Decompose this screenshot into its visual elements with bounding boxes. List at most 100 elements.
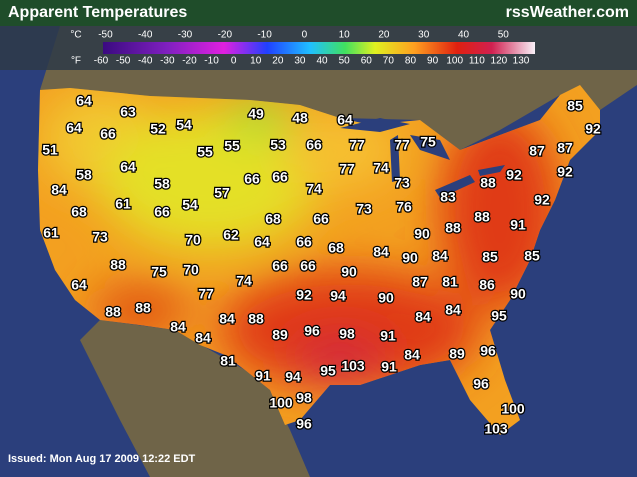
header-bar [0,0,637,26]
temperature-reading: 68 [265,211,281,227]
temperature-reading: 66 [154,204,170,220]
temperature-reading: 96 [296,416,312,432]
temperature-reading: 96 [304,323,320,339]
fahrenheit-tick: -50 [116,56,131,67]
fahrenheit-tick: 50 [339,56,351,67]
temperature-reading: 88 [105,304,121,320]
celsius-tick: 20 [378,30,390,41]
fahrenheit-tick: 80 [405,56,417,67]
temperature-reading: 77 [349,137,365,153]
fahrenheit-tick: 30 [294,56,306,67]
fahrenheit-tick: 120 [491,56,508,67]
temperature-reading: 61 [115,196,131,212]
temperature-reading: 94 [330,288,346,304]
fahrenheit-tick: 40 [316,56,328,67]
temperature-reading: 103 [484,421,508,437]
temperature-reading: 66 [272,169,288,185]
temperature-reading: 103 [341,358,365,374]
temperature-reading: 74 [306,181,322,197]
fahrenheit-tick: -30 [160,56,175,67]
temperature-reading: 55 [197,144,213,160]
mexico [80,320,310,477]
temperature-reading: 77 [339,161,355,177]
temperature-reading: 84 [195,330,211,346]
temperature-reading: 61 [43,225,59,241]
fahrenheit-tick: 70 [383,56,395,67]
celsius-tick: 10 [339,30,351,41]
temperature-reading: 90 [510,286,526,302]
temperature-reading: 87 [412,274,428,290]
fahrenheit-tick: 90 [427,56,439,67]
temperature-reading: 70 [185,232,201,248]
temperature-reading: 68 [71,204,87,220]
temperature-reading: 88 [474,209,490,225]
fahrenheit-tick: -60 [94,56,109,67]
temperature-reading: 95 [491,308,507,324]
temperature-reading: 64 [76,93,92,109]
temperature-reading: 85 [567,98,583,114]
temperature-reading: 75 [420,134,436,150]
temperature-reading: 52 [150,121,166,137]
temperature-reading: 64 [254,234,270,250]
temperature-reading: 95 [320,363,336,379]
celsius-tick: 30 [418,30,430,41]
celsius-unit: °C [70,30,81,41]
temperature-reading: 81 [220,353,236,369]
temperature-reading: 89 [272,327,288,343]
fahrenheit-tick: 130 [513,56,530,67]
temperature-reading: 98 [339,326,355,342]
issued: Issued: Mon Aug 17 2009 12:22 EDT [8,453,196,465]
temperature-reading: 92 [557,164,573,180]
fahrenheit-tick: 20 [272,56,284,67]
temperature-reading: 66 [300,258,316,274]
temperature-reading: 88 [480,175,496,191]
temperature-reading: 84 [415,309,431,325]
temperature-reading: 48 [292,110,308,126]
temperature-reading: 62 [223,227,239,243]
temperature-reading: 73 [394,175,410,191]
temperature-reading: 75 [151,264,167,280]
temperature-reading: 98 [296,390,312,406]
fahrenheit-tick: -40 [138,56,153,67]
temperature-reading: 58 [76,167,92,183]
temperature-reading: 64 [337,112,353,128]
fahrenheit-unit: °F [71,56,81,67]
temperature-reading: 91 [255,368,271,384]
temperature-reading: 88 [135,300,151,316]
celsius-tick: -30 [178,30,193,41]
temperature-reading: 96 [473,376,489,392]
temperature-reading: 53 [270,137,286,153]
temperature-reading: 70 [183,262,199,278]
title: Apparent Temperatures [8,4,187,21]
temperature-reading: 84 [51,182,67,198]
temperature-reading: 92 [534,192,550,208]
color-scale [103,42,535,54]
temperature-reading: 66 [296,234,312,250]
great-lakes [340,118,505,198]
temperature-reading: 88 [110,257,126,273]
fahrenheit-tick: 100 [446,56,463,67]
temperature-reading: 64 [120,159,136,175]
temperature-reading: 51 [42,142,58,158]
temperature-reading: 74 [373,160,389,176]
temperature-reading: 84 [219,311,235,327]
celsius-tick: -10 [257,30,272,41]
temperature-reading: 55 [224,138,240,154]
celsius-tick: -40 [138,30,153,41]
temperature-reading: 74 [236,273,252,289]
temperature-reading: 66 [272,258,288,274]
temperature-reading: 54 [176,117,192,133]
temperature-reading: 88 [248,311,264,327]
temperature-reading: 84 [445,302,461,318]
temperature-reading: 66 [100,126,116,142]
fahrenheit-tick: 10 [250,56,262,67]
temperature-reading: 89 [449,346,465,362]
temperature-reading: 100 [269,395,293,411]
fahrenheit-tick: 110 [469,56,485,67]
temperature-reading: 91 [380,328,396,344]
temperature-reading: 85 [482,249,498,265]
temperature-reading: 66 [244,171,260,187]
temperature-reading: 96 [480,343,496,359]
temperature-reading: 73 [356,201,372,217]
